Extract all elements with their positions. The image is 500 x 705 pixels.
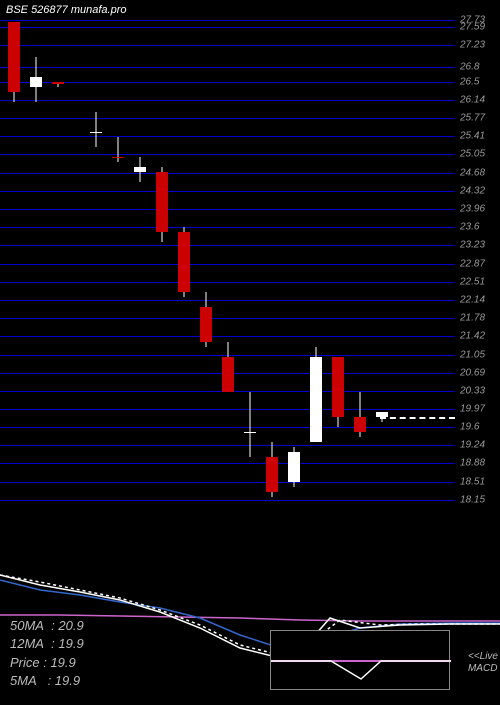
current-price-marker — [380, 417, 455, 419]
grid-line — [0, 154, 455, 155]
grid-line — [0, 445, 455, 446]
macd-inset — [270, 630, 450, 690]
grid-line — [0, 45, 455, 46]
price-label: 25.77 — [460, 113, 500, 124]
grid-line — [0, 100, 455, 101]
candle — [266, 442, 278, 497]
grid-line — [0, 191, 455, 192]
stat-row: Price : 19.9 — [10, 654, 84, 672]
grid-line — [0, 245, 455, 246]
grid-line — [0, 463, 455, 464]
price-label: 19.97 — [460, 403, 500, 414]
grid-line — [0, 136, 455, 137]
candle — [90, 112, 102, 147]
price-label: 20.69 — [460, 367, 500, 378]
grid-line — [0, 27, 455, 28]
grid-line — [0, 300, 455, 301]
price-label: 19.6 — [460, 422, 500, 433]
price-label: 24.68 — [460, 167, 500, 178]
price-label: 27.23 — [460, 40, 500, 51]
price-chart — [0, 20, 455, 500]
stat-row: 5MA : 19.9 — [10, 672, 84, 690]
price-label: 22.14 — [460, 295, 500, 306]
price-label: 23.6 — [460, 221, 500, 232]
price-label: 26.8 — [460, 61, 500, 72]
price-label: 22.87 — [460, 258, 500, 269]
grid-line — [0, 173, 455, 174]
price-label: 24.32 — [460, 185, 500, 196]
stat-row: 12MA : 19.9 — [10, 635, 84, 653]
price-label: 21.42 — [460, 331, 500, 342]
candle — [244, 392, 256, 457]
grid-line — [0, 409, 455, 410]
grid-line — [0, 500, 455, 501]
price-label: 26.14 — [460, 94, 500, 105]
price-label: 21.78 — [460, 313, 500, 324]
price-label: 27.59 — [460, 22, 500, 33]
candle — [30, 57, 42, 102]
candle — [52, 82, 64, 87]
price-label: 25.05 — [460, 149, 500, 160]
price-label: 23.96 — [460, 203, 500, 214]
candle — [178, 227, 190, 297]
live-macd-label: <<Live MACD — [468, 651, 498, 675]
candle — [156, 167, 168, 242]
price-label: 21.05 — [460, 349, 500, 360]
grid-line — [0, 82, 455, 83]
grid-line — [0, 282, 455, 283]
price-label: 26.5 — [460, 76, 500, 87]
price-label: 18.51 — [460, 476, 500, 487]
stats-block: 50MA : 20.912MA : 19.9Price : 19.95MA : … — [10, 617, 84, 690]
candle — [134, 157, 146, 182]
grid-line — [0, 318, 455, 319]
inset-line — [271, 661, 451, 679]
candle — [332, 357, 344, 427]
grid-line — [0, 209, 455, 210]
grid-line — [0, 227, 455, 228]
price-axis: 27.7327.5927.2326.826.526.1425.7725.4125… — [455, 20, 500, 500]
grid-line — [0, 336, 455, 337]
grid-line — [0, 264, 455, 265]
grid-line — [0, 482, 455, 483]
candle — [310, 347, 322, 442]
price-label: 20.33 — [460, 385, 500, 396]
candle — [200, 292, 212, 347]
price-label: 23.23 — [460, 240, 500, 251]
candle — [222, 342, 234, 392]
grid-line — [0, 67, 455, 68]
candle — [112, 137, 124, 162]
price-label: 22.51 — [460, 276, 500, 287]
candle — [354, 392, 366, 437]
stat-row: 50MA : 20.9 — [10, 617, 84, 635]
grid-line — [0, 118, 455, 119]
chart-title: BSE 526877 munafa.pro — [6, 4, 126, 16]
grid-line — [0, 427, 455, 428]
candle — [288, 447, 300, 487]
grid-line — [0, 20, 455, 21]
price-label: 18.88 — [460, 458, 500, 469]
price-label: 19.24 — [460, 440, 500, 451]
candle — [8, 22, 20, 102]
price-label: 18.15 — [460, 495, 500, 506]
price-label: 25.41 — [460, 131, 500, 142]
